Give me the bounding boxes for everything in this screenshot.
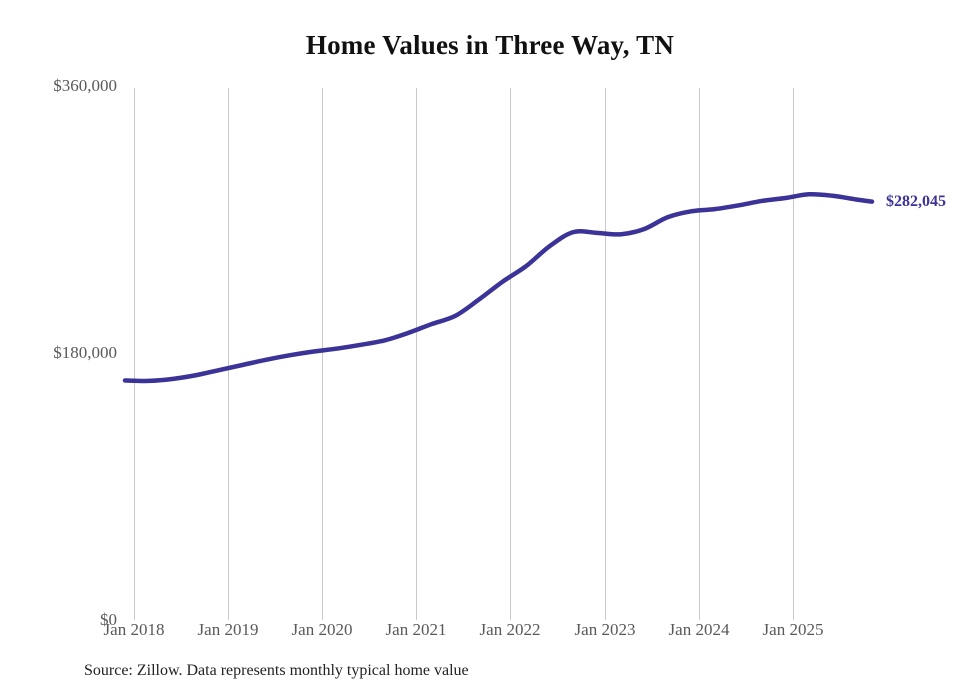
gridline-jan-2019 bbox=[228, 88, 229, 620]
x-tick-label: Jan 2020 bbox=[291, 620, 353, 639]
source-note: Source: Zillow. Data represents monthly … bbox=[84, 662, 469, 679]
x-tick-label: Jan 2019 bbox=[197, 620, 259, 639]
gridline-jan-2025 bbox=[793, 88, 794, 620]
x-tick-label: Jan 2021 bbox=[385, 620, 447, 639]
gridline-jan-2022 bbox=[510, 88, 511, 620]
chart-title: Home Values in Three Way, TN bbox=[305, 30, 675, 60]
end-value-annotation: $282,045 bbox=[886, 192, 946, 210]
x-tick-label: Jan 2022 bbox=[479, 620, 541, 639]
y-tick-label: $360,000 bbox=[53, 76, 117, 95]
x-tick-label: Jan 2024 bbox=[668, 620, 730, 639]
gridline-jan-2018 bbox=[134, 88, 135, 620]
gridline-jan-2020 bbox=[322, 88, 323, 620]
x-tick-label: Jan 2023 bbox=[574, 620, 636, 639]
line-series-path bbox=[122, 191, 875, 384]
gridline-jan-2024 bbox=[699, 88, 700, 620]
x-tick-label: Jan 2025 bbox=[762, 620, 824, 639]
gridline-jan-2023 bbox=[605, 88, 606, 620]
gridline-jan-2021 bbox=[416, 88, 417, 620]
y-tick-label: $180,000 bbox=[53, 343, 117, 362]
x-tick-label: Jan 2018 bbox=[103, 620, 165, 639]
y-tick-label: $0 bbox=[100, 610, 117, 629]
